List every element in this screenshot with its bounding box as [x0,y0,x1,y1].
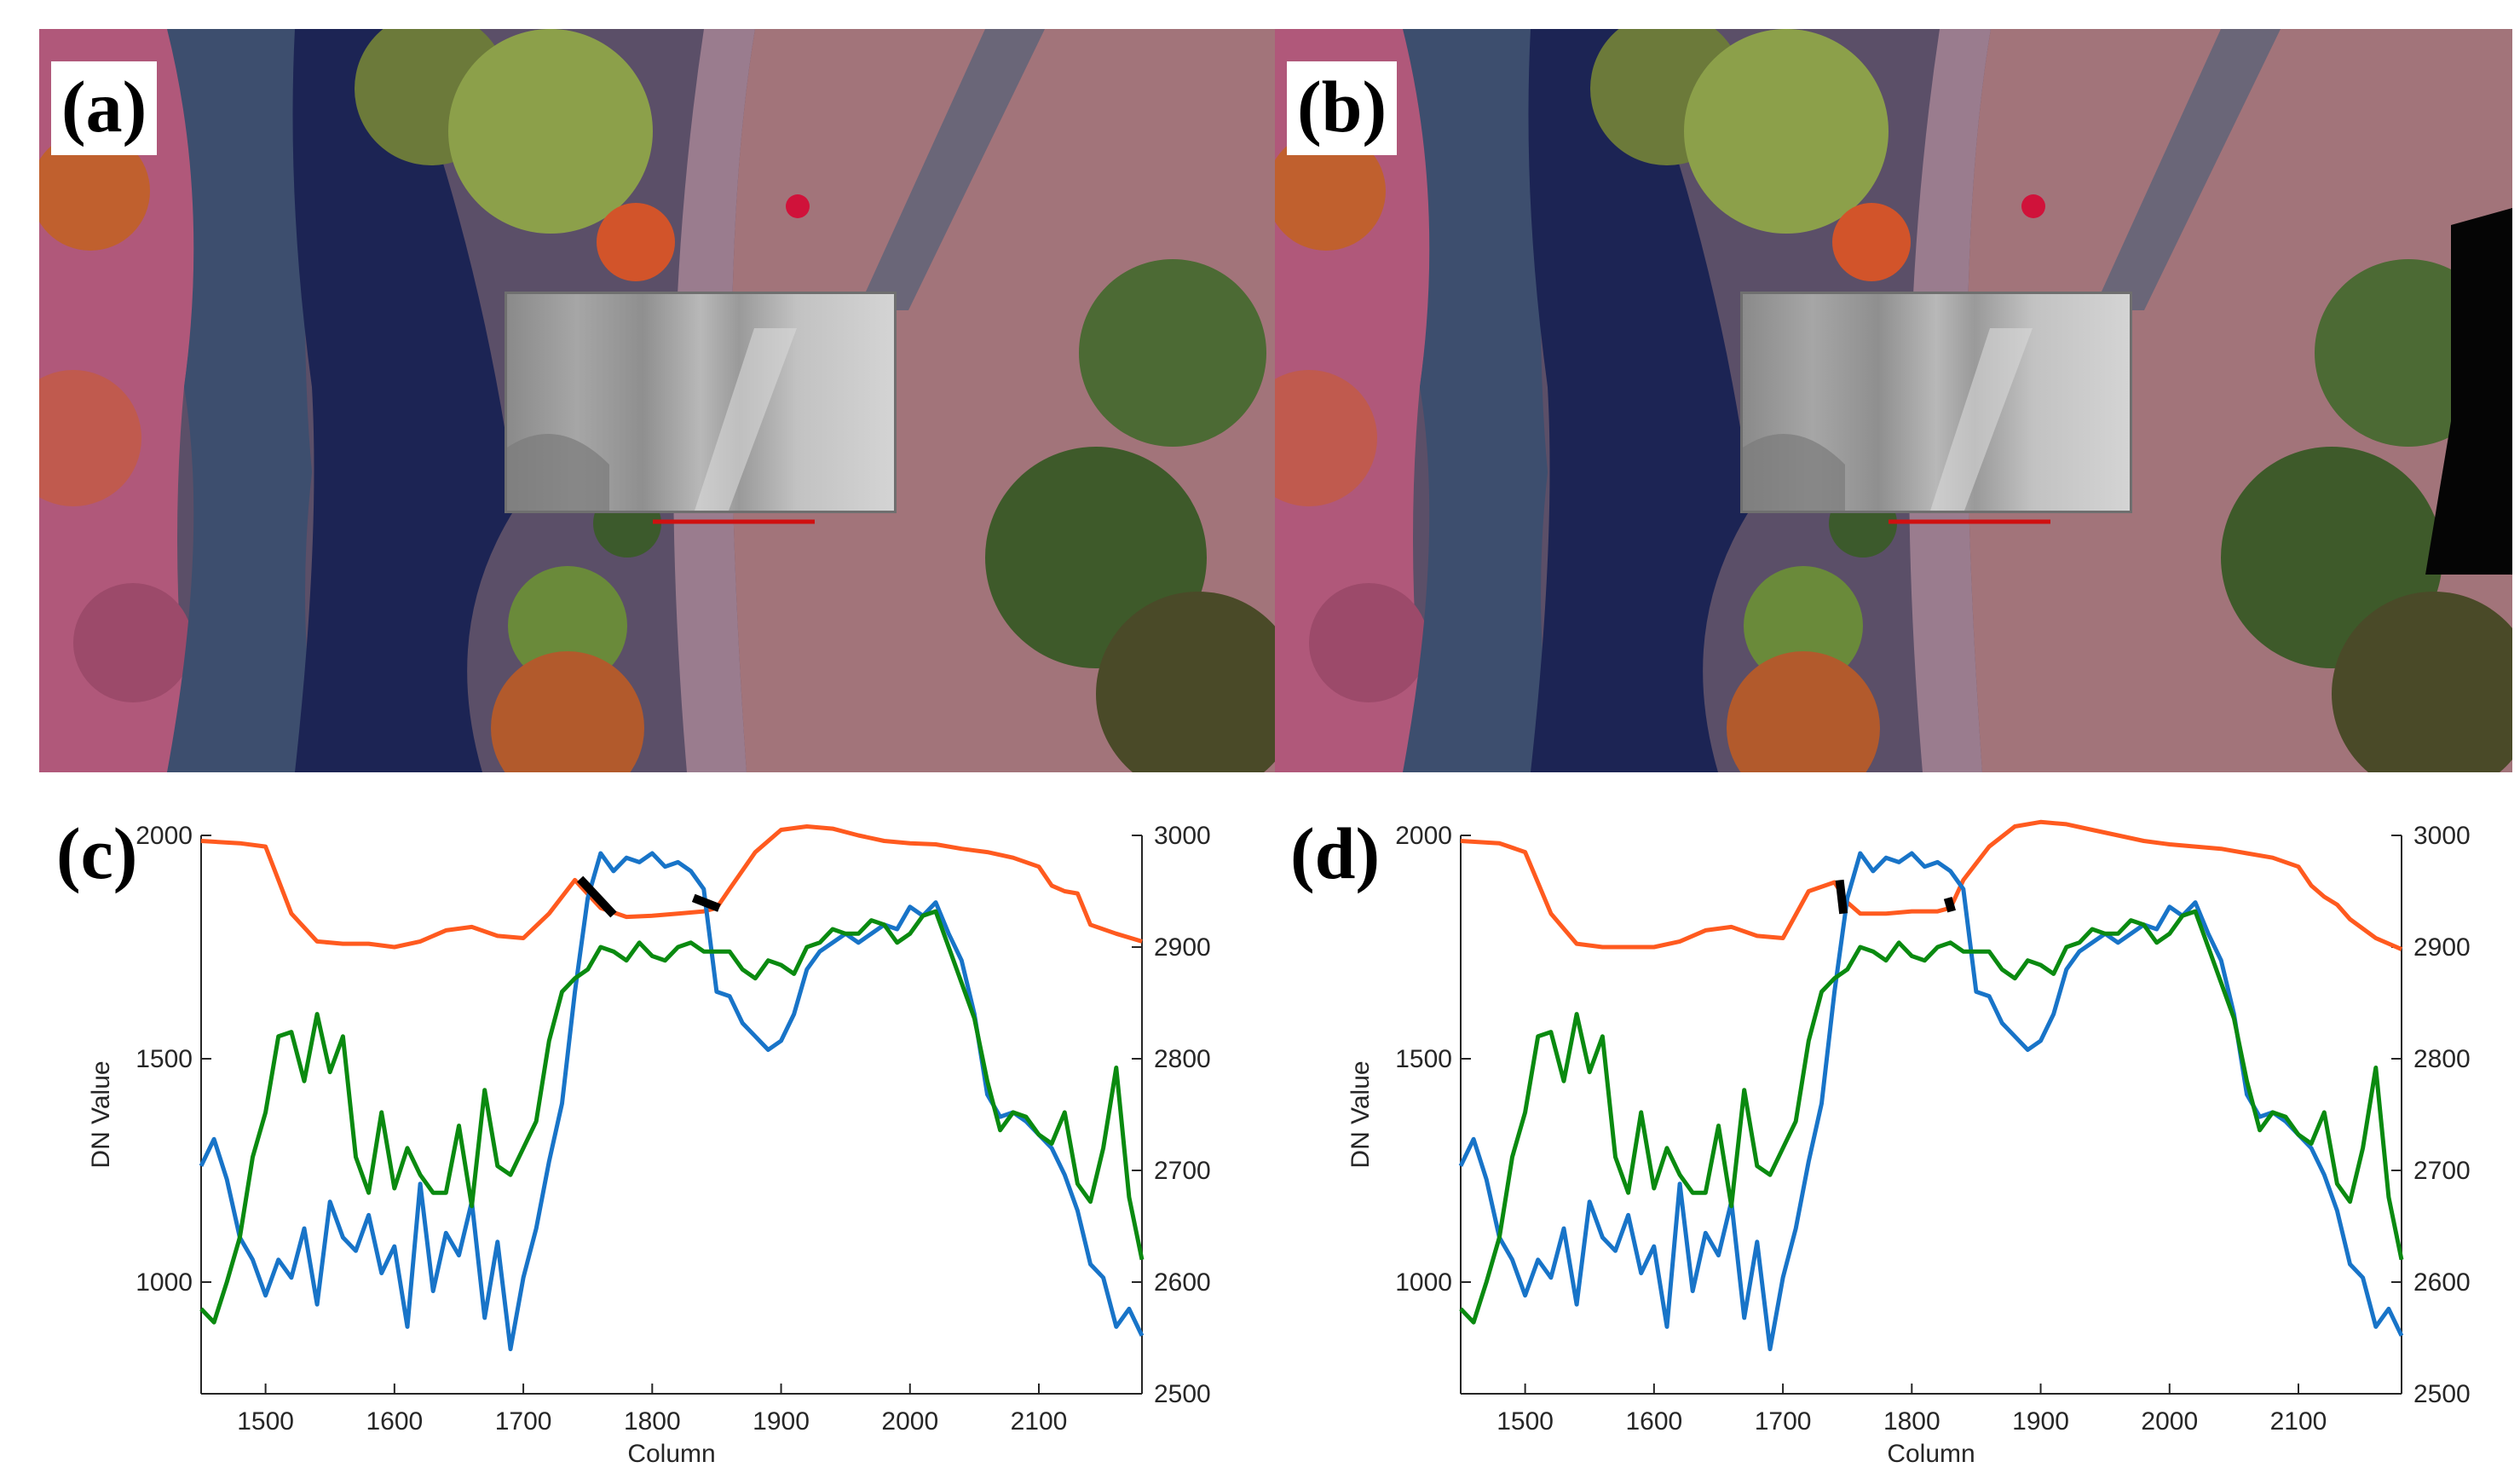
x-tick-label: 2100 [2270,1407,2327,1436]
edge-marker-1 [576,875,617,918]
edge-marker-2 [691,893,721,912]
panel-label-d: (d) [1290,812,1381,894]
series-line-orange [200,824,1143,950]
y-tick-label-right: 3000 [2413,822,2471,850]
x-tick-label: 1600 [1625,1407,1682,1436]
series-line-green [199,909,1145,1325]
x-tick-label: 1700 [1755,1407,1812,1436]
panel-label-a: (a) [51,61,158,155]
y-tick-label-left: 2000 [136,822,193,850]
aerial-scene [39,29,1275,772]
y-tick-label-right: 2500 [2413,1380,2471,1408]
panel-label-c: (c) [56,812,138,894]
line-chart-d: 1500 1600 1700 1800 1900 2000 2100 1000 1500 2000… [1260,801,2519,1479]
edge-marker-2 [1943,896,1957,913]
x-tick-label: 1700 [495,1407,552,1436]
y-tick-label-right: 2600 [1154,1268,1211,1297]
y-tick-label-left: 2000 [1395,822,1452,850]
y-tick-label-right: 2700 [2413,1157,2471,1185]
y-tick-label-right: 2800 [1154,1045,1211,1073]
aerial-photo-b: (b) [1275,29,2512,772]
chart-svg-d: 1500 1600 1700 1800 1900 2000 2100 1000 1500 2000… [1346,819,2471,1468]
series-line-blue [199,851,1145,1352]
thermal-inset [1740,292,2132,513]
y-tick-label-right: 2700 [1154,1157,1211,1185]
series-line-blue [1458,851,2404,1352]
series-line-orange [1460,819,2402,951]
y-tick-label-right: 3000 [1154,822,1211,850]
y-tick-label-left: 1500 [136,1045,193,1073]
aerial-photo-a: (a) [39,29,1275,772]
y-axis-label: DN Value [1346,1060,1375,1168]
edge-marker-1 [1835,879,1848,915]
y-tick-label-left: 1500 [1395,1045,1452,1073]
x-tick-label: 1800 [624,1407,681,1436]
y-tick-label-left: 1000 [136,1268,193,1297]
x-tick-label: 2000 [881,1407,938,1436]
x-tick-label: 1900 [2012,1407,2069,1436]
y-tick-label-right: 2900 [2413,933,2471,962]
y-tick-label-right: 2500 [1154,1380,1211,1408]
chart-svg-c: 1500 1600 1700 1800 1900 2000 2100 1000 1500 2000… [87,822,1211,1468]
panel-label-b: (b) [1287,61,1398,155]
line-chart-c: 1500 1600 1700 1800 1900 2000 2100 1000 1500 2000… [0,801,1260,1479]
thermal-inset [505,292,897,513]
y-tick-label-right: 2800 [2413,1045,2471,1073]
x-axis-label: Column [1887,1440,1975,1468]
series-line-green [1459,909,2404,1325]
y-axis-label: DN Value [87,1060,115,1168]
x-axis-label: Column [627,1440,715,1468]
y-tick-label-right: 2600 [2413,1268,2471,1297]
x-tick-label: 2000 [2141,1407,2198,1436]
x-tick-label: 1900 [753,1407,810,1436]
y-tick-label-left: 1000 [1395,1268,1452,1297]
x-tick-label: 1600 [366,1407,423,1436]
x-tick-label: 1800 [1883,1407,1940,1436]
y-tick-label-right: 2900 [1154,933,1211,962]
x-tick-label: 2100 [1011,1407,1068,1436]
x-tick-label: 1500 [1496,1407,1554,1436]
x-tick-label: 1500 [237,1407,294,1436]
